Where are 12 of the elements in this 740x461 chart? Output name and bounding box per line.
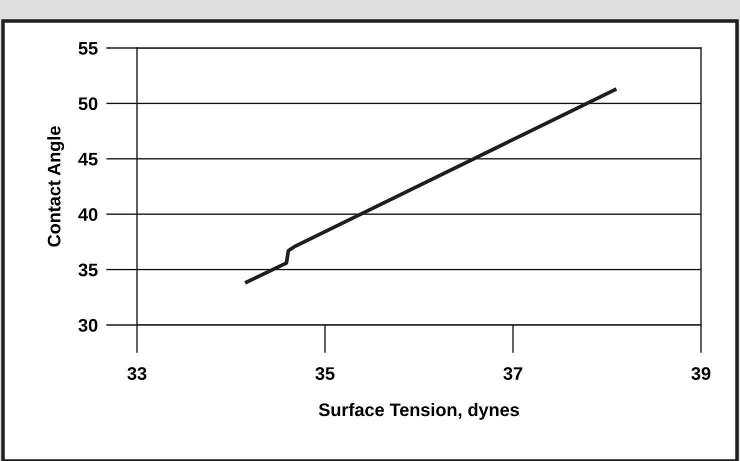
y-axis-title: Contact Angle — [47, 126, 64, 247]
x-axis-title: Surface Tension, dynes — [318, 402, 519, 420]
x-tick-label: 37 — [503, 367, 522, 380]
x-tick-label: 35 — [315, 367, 335, 380]
y-tick-label: 35 — [78, 264, 98, 276]
y-tick-label: 55 — [78, 42, 98, 55]
y-tick-label: 45 — [78, 152, 98, 166]
y-tick-label: 50 — [78, 97, 98, 110]
x-tick-label: 33 — [127, 367, 146, 380]
y-tick-label: 40 — [78, 208, 98, 221]
y-tick-label: 30 — [78, 318, 98, 332]
x-tick-label: 39 — [691, 367, 710, 380]
